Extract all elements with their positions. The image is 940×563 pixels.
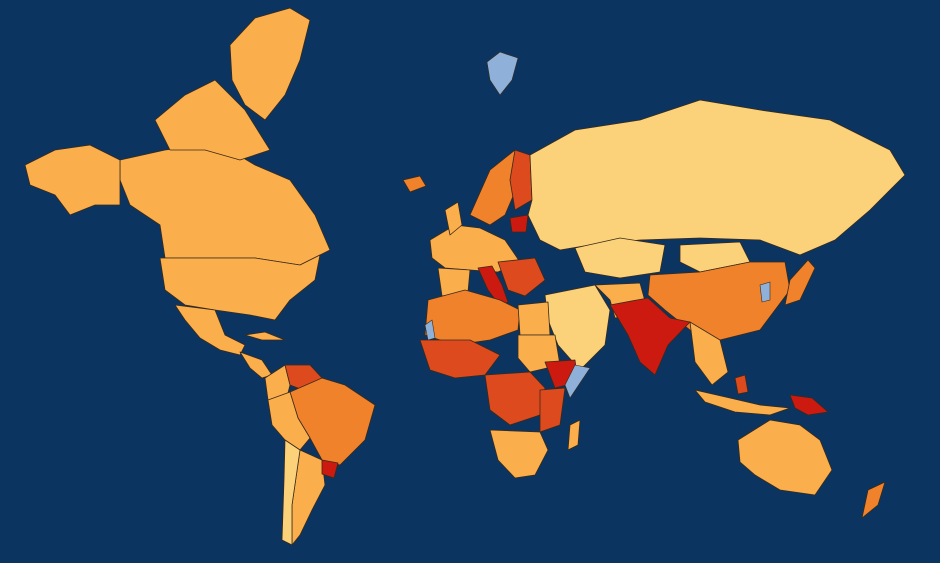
region-arctic-islands[interactable]	[154, 79, 271, 161]
region-papua-new-guinea[interactable]	[789, 394, 829, 416]
region-kazakhstan[interactable]	[574, 237, 666, 279]
region-madagascar[interactable]	[567, 419, 581, 451]
region-chile[interactable]	[281, 439, 301, 546]
region-svalbard[interactable]	[486, 51, 519, 96]
region-cuba[interactable]	[244, 331, 286, 341]
region-alaska[interactable]	[24, 144, 121, 216]
region-peru-bolivia[interactable]	[267, 391, 311, 451]
region-east-africa[interactable]	[539, 387, 566, 433]
region-italy[interactable]	[477, 265, 509, 307]
region-baltics[interactable]	[509, 214, 529, 233]
region-philippines[interactable]	[734, 374, 749, 395]
region-india[interactable]	[609, 297, 691, 376]
region-western-sahara[interactable]	[424, 319, 436, 341]
region-finland[interactable]	[509, 149, 533, 211]
region-australia[interactable]	[737, 419, 833, 496]
region-greenland[interactable]	[229, 7, 311, 121]
region-iceland[interactable]	[402, 175, 427, 193]
region-uk[interactable]	[444, 201, 463, 236]
region-somalia[interactable]	[564, 364, 591, 399]
region-united-states[interactable]	[159, 254, 321, 321]
region-new-zealand[interactable]	[861, 481, 886, 519]
region-japan[interactable]	[784, 259, 816, 306]
region-russia[interactable]	[527, 99, 906, 256]
region-mexico[interactable]	[174, 304, 246, 356]
region-uruguay[interactable]	[321, 459, 339, 479]
region-southern-africa[interactable]	[489, 429, 549, 479]
region-north-africa[interactable]	[424, 289, 521, 346]
region-balkans[interactable]	[497, 257, 546, 297]
region-egypt[interactable]	[517, 301, 551, 336]
region-indonesia[interactable]	[694, 389, 791, 416]
region-korea[interactable]	[759, 281, 771, 303]
region-southeast-asia[interactable]	[689, 321, 729, 386]
